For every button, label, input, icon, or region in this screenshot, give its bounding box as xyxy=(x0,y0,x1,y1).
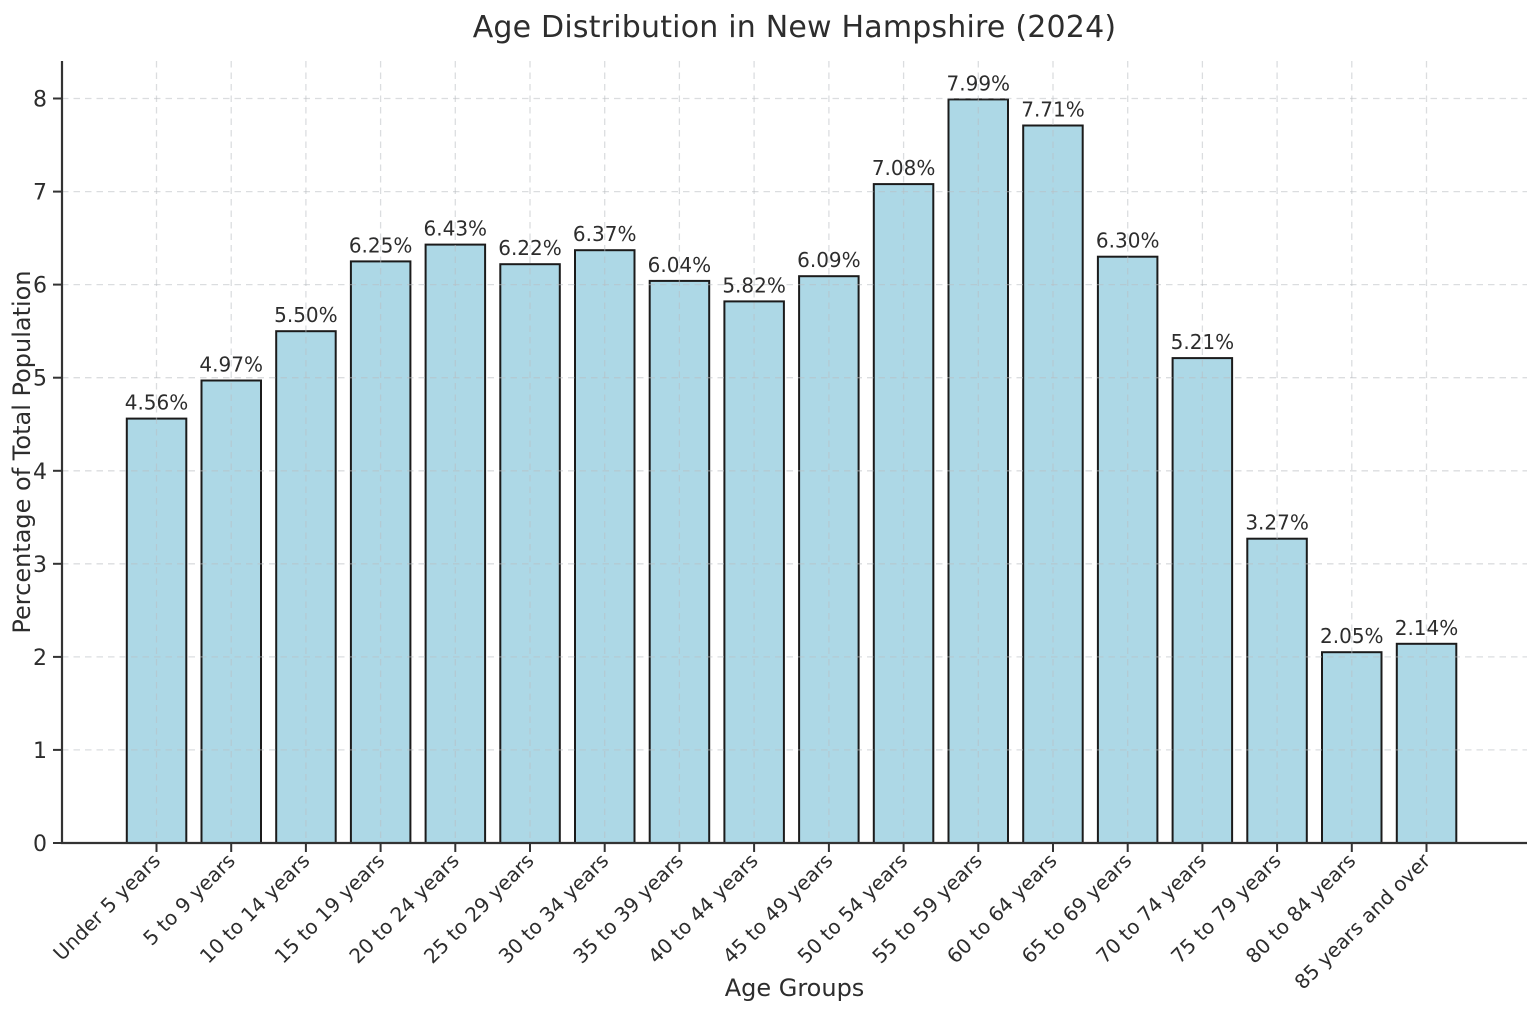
bar-15-to-19-years xyxy=(349,260,412,844)
bar-value-label: 6.22% xyxy=(498,236,562,260)
x-tick-label: 85 years and over xyxy=(1290,848,1436,994)
bar-value-label: 6.30% xyxy=(1096,229,1160,253)
bar-value-label: 6.37% xyxy=(573,222,637,246)
x-tick-label: Under 5 years xyxy=(48,849,165,966)
bar-value-label: 3.27% xyxy=(1245,511,1309,535)
bar-60-to-64-years xyxy=(1022,124,1084,844)
y-tick-label: 3 xyxy=(33,553,47,578)
bar-value-label: 7.71% xyxy=(1021,98,1085,122)
bar-value-label: 6.09% xyxy=(797,248,861,272)
x-axis-label: Age Groups xyxy=(724,974,865,1002)
bar-value-label: 5.21% xyxy=(1171,330,1235,354)
y-tick-label: 7 xyxy=(33,181,47,206)
bar-value-label: 2.05% xyxy=(1320,624,1384,648)
y-tick-label: 4 xyxy=(33,460,47,485)
bar-value-label: 4.97% xyxy=(199,353,263,377)
bar-value-label: 6.43% xyxy=(424,217,488,241)
y-tick-label: 1 xyxy=(33,739,47,764)
bar-70-to-74-years xyxy=(1171,357,1234,844)
y-axis-label: Percentage of Total Population xyxy=(8,270,36,634)
bar-5-to-9-years xyxy=(200,379,262,844)
bar-value-label: 6.04% xyxy=(648,253,712,277)
chart-title: Age Distribution in New Hampshire (2024) xyxy=(472,10,1117,45)
bar-value-label: 7.99% xyxy=(947,71,1011,95)
bar-value-label: 5.82% xyxy=(722,273,786,297)
y-tick-label: 5 xyxy=(33,367,47,392)
y-tick-label: 0 xyxy=(33,832,47,857)
y-tick-label: 8 xyxy=(33,88,47,113)
bar-value-label: 5.50% xyxy=(274,303,338,327)
bar-value-label: 7.08% xyxy=(872,156,936,180)
y-tick-label: 6 xyxy=(33,274,47,299)
bar-value-label: 6.25% xyxy=(349,233,413,257)
bar-value-label: 4.56% xyxy=(125,391,189,415)
bar-value-label: 2.14% xyxy=(1395,616,1459,640)
y-tick-label: 2 xyxy=(33,646,47,671)
